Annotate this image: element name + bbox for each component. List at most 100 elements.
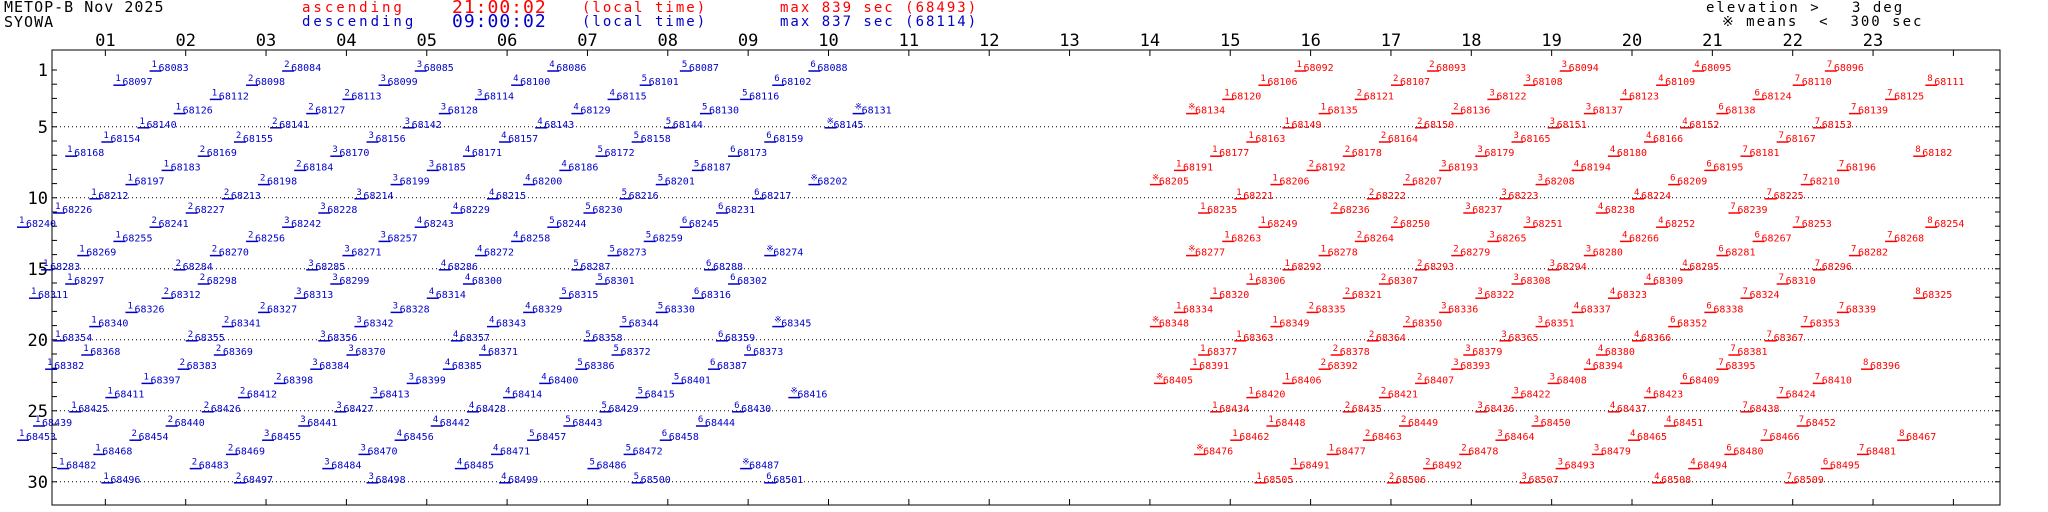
descending-pass-number: 4 [513,230,518,240]
ascending-pass-number: 2 [1321,358,1326,368]
ascending-pass-number: 8 [1927,216,1932,226]
descending-pass-id: 68087 [689,63,719,74]
descending-pass-number: 3 [417,60,422,70]
y-tick-label: 5 [38,118,48,138]
ascending-pass-number: 7 [1742,401,1747,411]
descending-pass-id: 68227 [195,205,225,216]
descending-pass-id: 68113 [351,91,381,102]
descending-label: descending [302,14,417,30]
ascending-pass-id: 68380 [1605,347,1635,358]
ascending-pass-id: 68149 [1291,120,1321,131]
descending-pass-id: 68297 [74,276,104,287]
descending-pass-number: ※ [855,103,863,113]
ascending-pass-id: 68409 [1689,375,1719,386]
ascending-pass-id: 68465 [1637,432,1667,443]
ascending-pass-id: 68395 [1725,361,1755,372]
ascending-pass-id: 68306 [1255,276,1285,287]
ascending-pass-number: 4 [1610,287,1615,297]
descending-pass-number: 2 [276,372,281,382]
descending-pass-number: 4 [453,330,458,340]
ascending-pass-number: 4 [1690,458,1695,468]
ascending-pass-id: 68492 [1432,461,1462,472]
x-tick-label: 13 [1059,31,1079,51]
x-tick-label: 08 [658,31,678,51]
ascending-pass-number: 7 [1859,443,1864,453]
descending-pass-id: 68399 [416,375,446,386]
x-tick-label: 23 [1863,31,1883,51]
ascending-pass-number: 7 [1803,174,1808,184]
ascending-pass-id: 68196 [1846,162,1876,173]
ascending-pass-number: 3 [1489,88,1494,98]
ascending-pass-number: 3 [1501,330,1506,340]
ascending-pass-number: 1 [1248,273,1253,283]
descending-pass-number: 1 [164,159,169,169]
ascending-pass-number: ※ [1156,372,1164,382]
ascending-pass-id: 68449 [1408,418,1438,429]
ascending-pass-id: 68110 [1802,77,1832,88]
ascending-pass-number: 6 [1670,316,1675,326]
descending-pass-id: 68257 [388,233,418,244]
descending-pass-id: 68214 [363,191,393,202]
descending-pass-id: 68329 [532,304,562,315]
descending-pass-number: 5 [585,330,590,340]
ascending-time: 21:00:02 [452,0,547,18]
ascending-pass-number: 7 [1815,372,1820,382]
descending-pass-id: 68114 [484,91,514,102]
descending-pass-id: 68140 [146,120,176,131]
ascending-pass-number: 7 [1779,387,1784,397]
ascending-pass-number: 1 [1268,415,1273,425]
descending-pass-id: 68483 [199,461,229,472]
ascending-pass-number: 1 [1248,387,1253,397]
descending-pass-number: 4 [445,358,450,368]
ascending-pass-number: 3 [1453,358,1458,368]
x-tick-label: 05 [417,31,437,51]
descending-pass-id: 68341 [231,319,261,330]
ascending-pass-id: 68396 [1870,361,1900,372]
descending-pass-number: 5 [646,230,651,240]
descending-pass-id: 68216 [629,191,659,202]
descending-pass-number: 1 [127,174,132,184]
ascending-pass-id: 68308 [1520,276,1550,287]
descending-pass-id: 68496 [110,475,140,486]
ascending-pass-number: 3 [1534,415,1539,425]
descending-max: max 837 sec (68114) [780,14,979,30]
descending-pass-number: 6 [662,429,667,439]
ascending-pass-number: 2 [1365,429,1370,439]
ascending-pass-id: 68367 [1774,333,1804,344]
descending-pass-id: 68401 [681,375,711,386]
descending-pass-id: 68371 [488,347,518,358]
descending-note: (local time) [582,14,708,30]
ascending-pass-number: 8 [1899,429,1904,439]
descending-pass-number: 3 [284,216,289,226]
ascending-pass-number: 1 [1260,216,1265,226]
descending-pass-id: 68358 [592,333,622,344]
ascending-pass-number: 4 [1622,230,1627,240]
descending-pass-id: 68212 [98,191,128,202]
descending-pass-number: 1 [103,131,108,141]
descending-pass-number: 1 [152,60,157,70]
descending-pass-number: 1 [19,216,24,226]
ascending-pass-number: 1 [1192,358,1197,368]
ascending-pass-number: ※ [1188,103,1196,113]
ascending-pass-id: 68120 [1231,91,1261,102]
ascending-pass-id: 68268 [1894,233,1924,244]
ascending-pass-id: 68476 [1203,446,1233,457]
ascending-pass-number: 1 [1232,429,1237,439]
descending-pass-id: 68156 [375,134,405,145]
ascending-pass-id: 68494 [1697,461,1727,472]
ascending-pass-number: 2 [1453,245,1458,255]
ascending-pass-id: 68506 [1396,475,1426,486]
descending-pass-number: 3 [356,188,361,198]
descending-pass-number: 5 [702,103,707,113]
descending-pass-number: 3 [368,472,373,482]
descending-pass-id: 68370 [355,347,385,358]
ascending-pass-number: 6 [1706,301,1711,311]
ascending-pass-id: 68278 [1328,248,1358,259]
ascending-pass-id: 68464 [1504,432,1534,443]
ascending-pass-number: 2 [1333,202,1338,212]
ascending-pass-number: 3 [1586,103,1591,113]
descending-pass-id: 68382 [54,361,84,372]
ascending-pass-number: 7 [1799,415,1804,425]
ascending-pass-number: 2 [1405,174,1410,184]
ascending-pass-id: 68337 [1581,304,1611,315]
